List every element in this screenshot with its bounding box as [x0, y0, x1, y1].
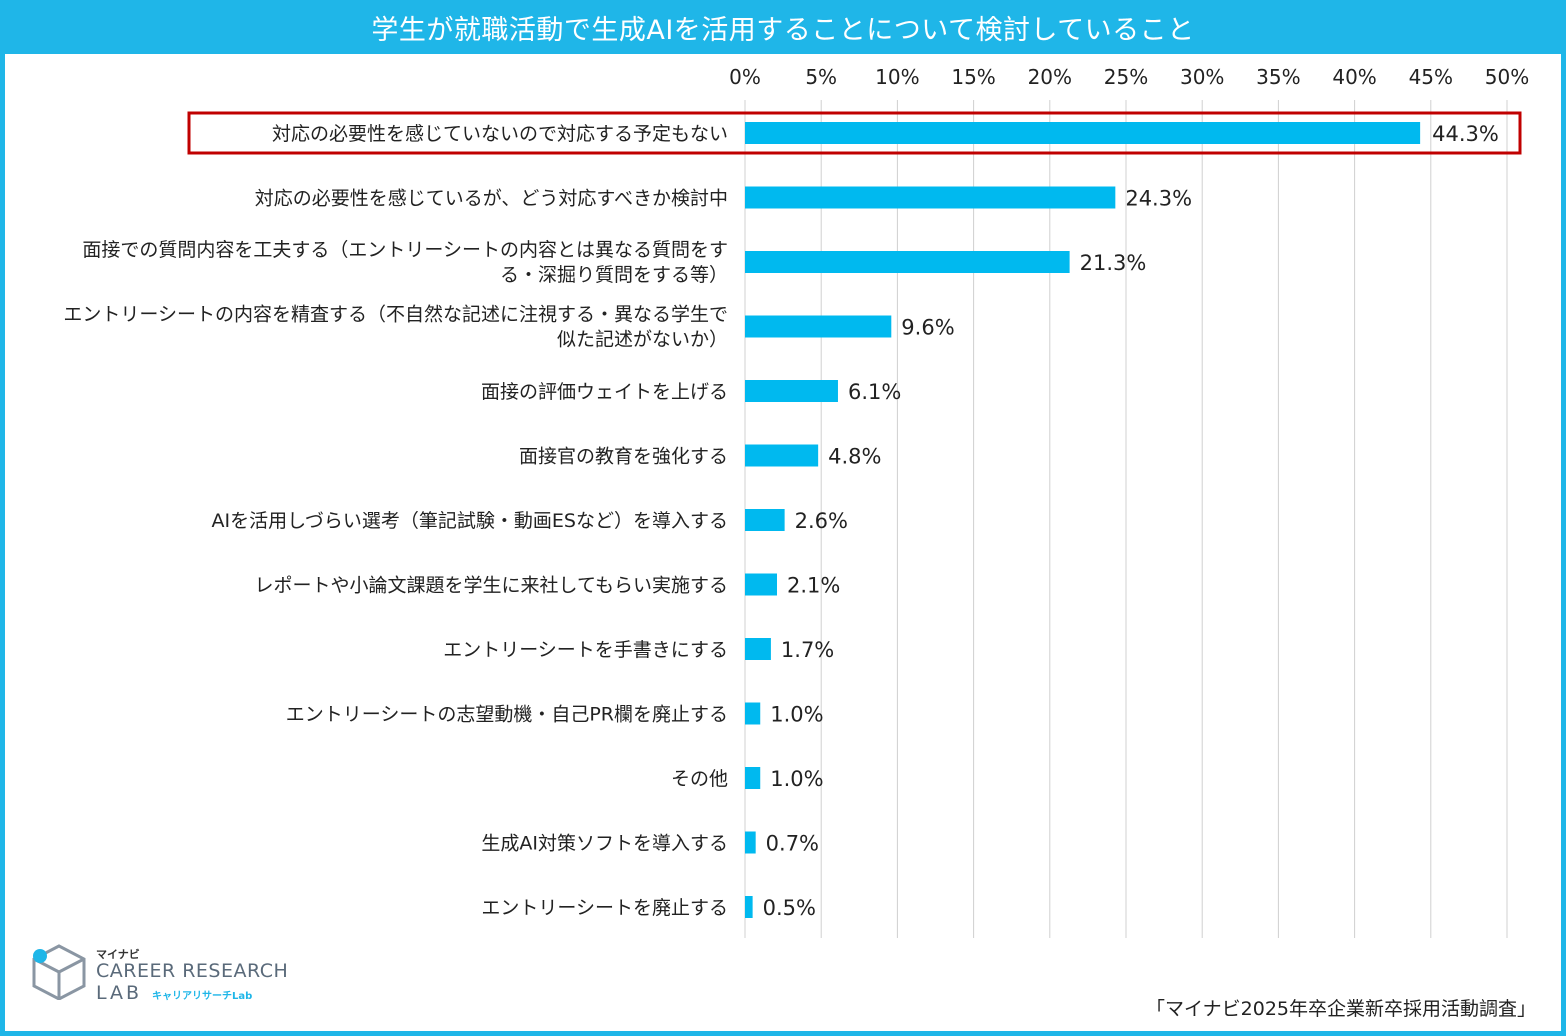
category-label: 対応の必要性を感じているが、どう対応すべきか検討中: [255, 188, 728, 210]
value-label: 0.7%: [766, 832, 819, 856]
bar: [745, 186, 1116, 209]
category-label: 似た記述がないか）: [557, 329, 728, 351]
bar: [745, 638, 771, 660]
category-label: 面接の評価ウェイトを上げる: [481, 381, 728, 403]
category-label: エントリーシートの内容を精査する（不自然な記述に注視する・異なる学生で: [63, 304, 728, 326]
category-label: る・深掘り質問をする等）: [500, 264, 728, 286]
logo-career-research-text: CAREER RESEARCH: [96, 960, 289, 982]
category-label: 生成AI対策ソフトを導入する: [481, 833, 728, 855]
bar: [745, 380, 838, 402]
bar: [745, 122, 1421, 144]
x-tick-label: 15%: [951, 65, 995, 89]
bar: [745, 767, 761, 789]
bar: [745, 444, 819, 467]
bar: [745, 315, 892, 338]
chart-title: 学生が就職活動で生成AIを活用することについて検討していること: [0, 0, 1566, 54]
category-label: エントリーシートを手書きにする: [443, 639, 728, 661]
value-label: 44.3%: [1432, 122, 1499, 146]
bar: [745, 573, 778, 596]
source-note: 「マイナビ2025年卒企業新卒採用活動調査」: [1146, 998, 1536, 1020]
value-label: 24.3%: [1125, 187, 1192, 211]
x-tick-label: 45%: [1409, 65, 1453, 89]
value-label: 21.3%: [1080, 251, 1147, 275]
logo-mynavi-text: マイナビ: [96, 948, 140, 961]
value-label: 4.8%: [828, 445, 881, 469]
x-tick-label: 0%: [729, 65, 761, 89]
x-tick-label: 5%: [805, 65, 837, 89]
cube-logo-icon: [32, 944, 86, 1001]
category-label: AIを活用しづらい選考（筆記試験・動画ESなど）を導入する: [211, 510, 728, 532]
value-label: 2.6%: [795, 509, 848, 533]
category-label: その他: [671, 768, 728, 790]
bar: [745, 831, 756, 854]
category-label: 面接官の教育を強化する: [519, 446, 728, 468]
x-tick-label: 30%: [1180, 65, 1224, 89]
bar: [745, 251, 1070, 273]
career-research-lab-logo: マイナビ CAREER RESEARCH LAB キャリアリサーチLab: [28, 942, 298, 1004]
logo-lab-text: LAB: [96, 982, 143, 1004]
value-label: 6.1%: [848, 380, 901, 404]
value-label: 2.1%: [787, 574, 840, 598]
x-tick-label: 35%: [1256, 65, 1300, 89]
category-label: エントリーシートを廃止する: [481, 897, 728, 919]
x-tick-label: 20%: [1028, 65, 1072, 89]
category-label: レポートや小論文課題を学生に来社してもらい実施する: [255, 575, 728, 597]
value-label: 1.0%: [770, 703, 823, 727]
x-tick-label: 25%: [1104, 65, 1148, 89]
category-label: エントリーシートの志望動機・自己PR欄を廃止する: [286, 704, 728, 726]
category-label: 対応の必要性を感じていないので対応する予定もない: [272, 123, 728, 145]
x-tick-label: 50%: [1485, 65, 1529, 89]
bar: [745, 702, 761, 725]
logo-subtitle-text: キャリアリサーチLab: [152, 991, 253, 1002]
bar: [745, 896, 753, 918]
highlight-box: [187, 111, 1522, 155]
x-tick-label: 10%: [875, 65, 919, 89]
x-tick-label: 40%: [1332, 65, 1376, 89]
value-label: 1.0%: [770, 767, 823, 791]
value-label: 1.7%: [781, 638, 834, 662]
bar: [745, 509, 785, 531]
value-label: 9.6%: [901, 316, 954, 340]
value-label: 0.5%: [763, 896, 816, 920]
category-label: 面接での質問内容を工夫する（エントリーシートの内容とは異なる質問をす: [82, 239, 728, 261]
